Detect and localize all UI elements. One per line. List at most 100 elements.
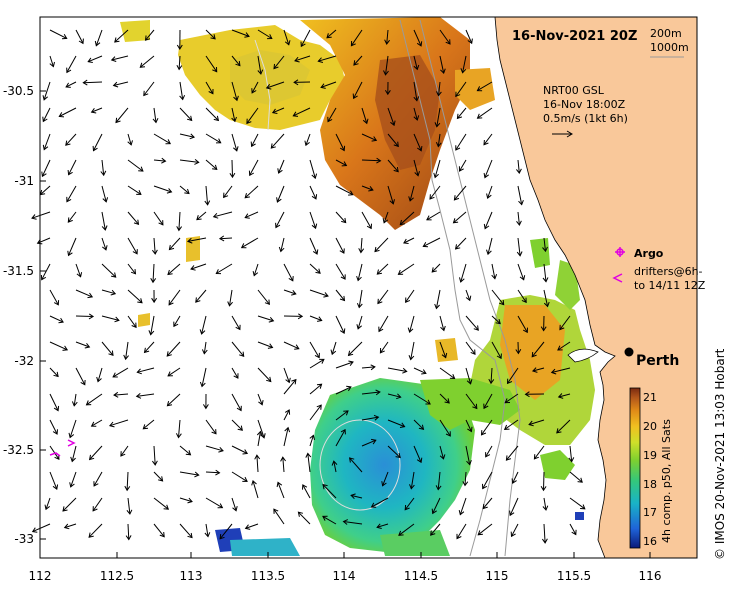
current-arrow	[231, 29, 250, 37]
current-arrow-head	[233, 373, 239, 379]
current-arrow-head	[187, 532, 193, 539]
current-arrow-head	[144, 35, 151, 41]
current-arrow	[127, 497, 131, 515]
current-arrow	[179, 81, 184, 100]
current-arrow-head	[346, 385, 352, 392]
current-arrow	[361, 366, 375, 369]
current-arrow	[399, 211, 415, 225]
current-arrow	[413, 445, 422, 463]
current-arrow	[483, 133, 493, 145]
current-arrow	[404, 497, 415, 511]
current-arrow-head	[273, 63, 279, 70]
x-tick-label: 115	[486, 569, 509, 583]
current-arrow	[91, 107, 103, 113]
current-arrow-head	[320, 83, 326, 89]
current-arrow-head	[194, 159, 200, 165]
current-arrow	[251, 133, 259, 147]
current-arrow-head	[280, 456, 287, 462]
current-arrow	[178, 211, 181, 231]
current-arrow	[361, 133, 377, 141]
current-arrow	[357, 315, 363, 329]
y-axis: -30.5 -31 -31.5 -32 -32.5 -33	[3, 84, 46, 546]
current-arrow-head	[101, 245, 108, 251]
current-arrow-head	[377, 298, 383, 305]
current-arrow-head	[68, 432, 75, 439]
current-arrow	[49, 289, 59, 306]
current-arrow-head	[319, 358, 325, 364]
current-arrow	[309, 211, 317, 229]
current-arrow	[49, 393, 59, 411]
current-arrow	[504, 393, 519, 404]
current-arrow-head	[61, 34, 68, 40]
current-arrow-head	[408, 355, 415, 361]
x-tick-label: 114	[333, 569, 356, 583]
current-arrow-head	[522, 327, 528, 334]
current-arrow-head	[143, 347, 150, 354]
current-arrow-head	[227, 301, 233, 307]
current-arrow-head	[208, 88, 214, 95]
current-arrow	[506, 445, 519, 461]
current-arrow-head	[53, 371, 59, 378]
current-arrow	[153, 159, 166, 162]
x-axis: 112 112.5 113 113.5 114 114.5 115 115.5 …	[29, 552, 661, 583]
current-arrow-head	[161, 157, 167, 164]
current-arrow	[379, 341, 389, 354]
current-arrow	[283, 409, 290, 421]
current-scale: 0.5m/s (1kt 6h)	[543, 112, 628, 125]
current-arrow-head	[195, 297, 201, 303]
current-arrow	[205, 55, 218, 72]
current-arrow-head	[190, 265, 196, 271]
current-arrow	[483, 393, 493, 409]
current-arrow-head	[331, 460, 338, 466]
current-arrow-head	[511, 478, 517, 484]
current-arrow-head	[139, 62, 146, 68]
current-arrow	[569, 497, 586, 510]
current-arrow	[413, 81, 418, 101]
current-arrow	[435, 289, 441, 309]
current-arrow-head	[90, 108, 97, 114]
current-arrow	[179, 133, 195, 138]
current-arrow	[253, 263, 259, 276]
current-arrow-head	[472, 403, 478, 410]
current-arrow-head	[123, 354, 129, 361]
current-arrow	[125, 341, 129, 360]
current-arrow-head	[376, 269, 382, 275]
current-arrow-head	[309, 434, 315, 441]
current-arrow-head	[288, 276, 294, 282]
current-arrow	[127, 263, 136, 275]
current-arrow-head	[540, 326, 547, 332]
current-arrow	[487, 185, 493, 199]
current-arrow-head	[185, 450, 192, 456]
current-arrow-head	[276, 197, 282, 203]
current-arrow	[431, 263, 441, 273]
current-arrow	[360, 237, 363, 253]
current-arrow	[491, 315, 501, 324]
current-arrow	[460, 263, 467, 283]
y-tick-label: -32	[14, 354, 34, 368]
current-arrow-head	[167, 269, 173, 276]
current-arrow	[205, 497, 223, 509]
current-arrow-head	[49, 61, 55, 68]
current-arrow	[257, 431, 261, 447]
current-arrow-head	[465, 295, 472, 302]
current-arrow	[294, 55, 311, 62]
current-arrow	[179, 471, 199, 476]
current-arrow-head	[292, 111, 299, 117]
current-arrow-head	[466, 379, 473, 385]
current-arrow	[143, 81, 155, 96]
current-arrow	[70, 471, 77, 488]
current-arrow	[152, 263, 155, 283]
current-arrow	[205, 419, 217, 435]
current-arrow	[283, 341, 300, 350]
current-arrow-head	[42, 144, 49, 151]
current-arrow-head	[322, 483, 328, 490]
current-arrow	[517, 263, 525, 280]
current-arrow	[42, 107, 51, 122]
y-tick: -31.5	[3, 264, 46, 278]
current-arrow	[459, 159, 467, 172]
x-tick: 116	[639, 552, 661, 583]
current-arrow	[166, 341, 181, 357]
current-arrow-head	[339, 328, 346, 334]
current-arrow-head	[244, 213, 250, 219]
current-arrow	[386, 29, 389, 45]
